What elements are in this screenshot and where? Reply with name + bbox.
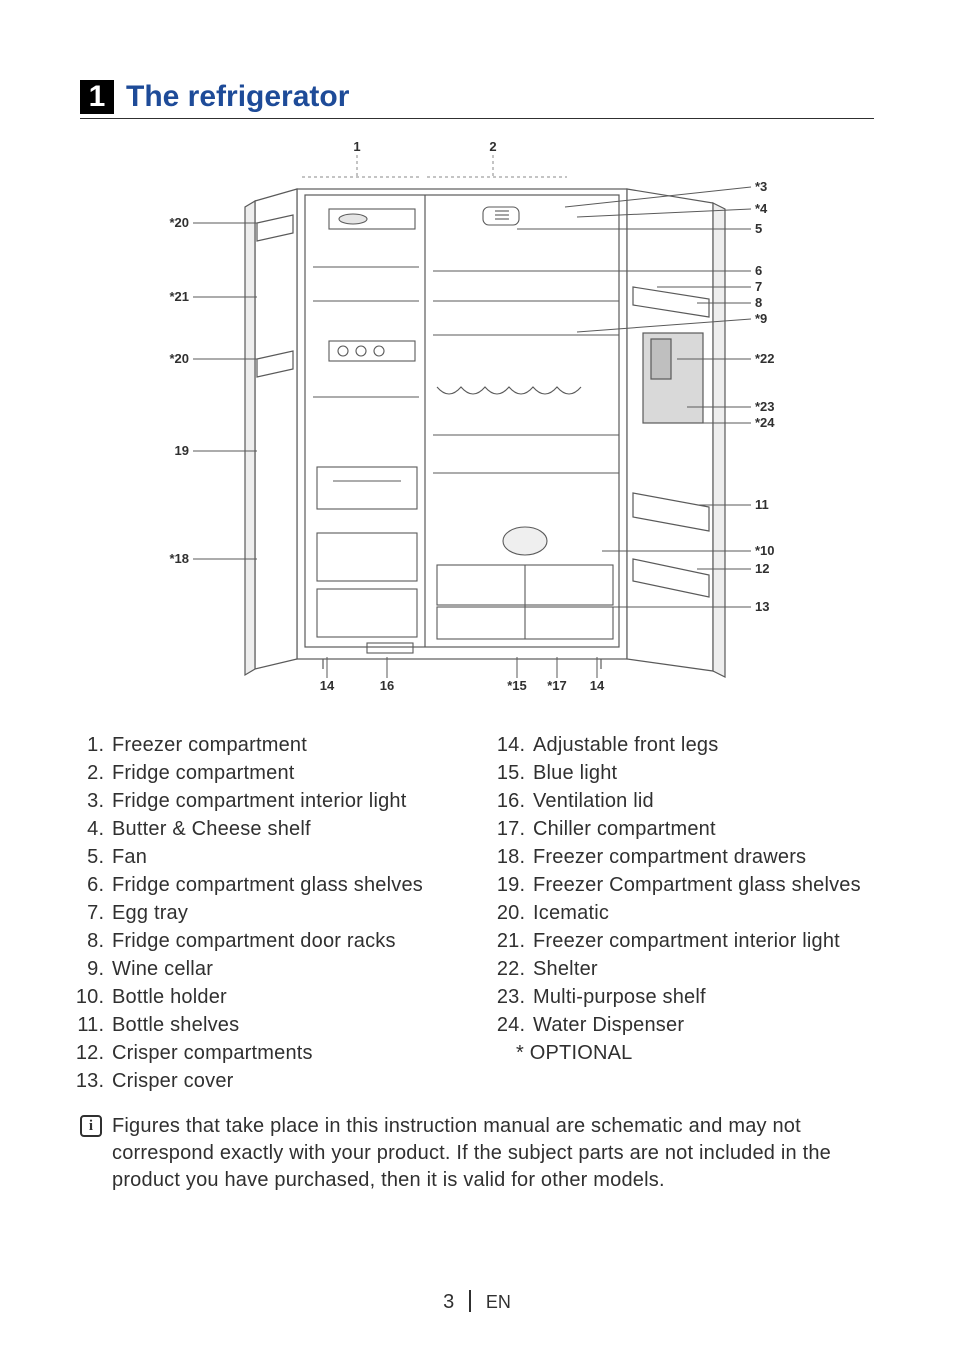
- svg-text:14: 14: [320, 678, 335, 693]
- svg-text:*20: *20: [169, 351, 189, 366]
- section-title: The refrigerator: [126, 80, 349, 114]
- parts-item: Fridge compartment interior light: [110, 787, 453, 815]
- svg-text:*10: *10: [755, 543, 775, 558]
- svg-text:*15: *15: [507, 678, 527, 693]
- svg-text:16: 16: [380, 678, 394, 693]
- footer-divider: [469, 1290, 471, 1312]
- diagram-svg: *20*21*2019*18*3*45678*9*22*23*2411*1012…: [157, 137, 797, 707]
- svg-text:*9: *9: [755, 311, 767, 326]
- parts-item: Bottle shelves: [110, 1011, 453, 1039]
- parts-item: Icematic: [531, 899, 874, 927]
- schematic-note: i Figures that take place in this instru…: [80, 1113, 874, 1194]
- parts-item: Crisper compartments: [110, 1039, 453, 1067]
- parts-item: Water Dispenser: [531, 1011, 874, 1039]
- svg-text:*3: *3: [755, 179, 767, 194]
- svg-text:*20: *20: [169, 215, 189, 230]
- svg-text:7: 7: [755, 279, 762, 294]
- info-icon: i: [80, 1115, 102, 1137]
- note-text: Figures that take place in this instruct…: [112, 1113, 874, 1194]
- svg-text:11: 11: [755, 497, 769, 512]
- parts-item: Egg tray: [110, 899, 453, 927]
- page-footer: 3 EN: [0, 1290, 954, 1314]
- svg-text:*21: *21: [169, 289, 189, 304]
- svg-text:19: 19: [175, 443, 189, 458]
- parts-item: Blue light: [531, 759, 874, 787]
- parts-lists: Freezer compartmentFridge compartmentFri…: [80, 731, 874, 1095]
- parts-item: Wine cellar: [110, 955, 453, 983]
- parts-list-right: Adjustable front legsBlue lightVentilati…: [501, 731, 874, 1039]
- parts-item: Freezer compartment: [110, 731, 453, 759]
- svg-text:*18: *18: [169, 551, 189, 566]
- parts-item: Chiller compartment: [531, 815, 874, 843]
- parts-item: Butter & Cheese shelf: [110, 815, 453, 843]
- svg-text:6: 6: [755, 263, 762, 278]
- svg-text:12: 12: [755, 561, 769, 576]
- parts-item: Ventilation lid: [531, 787, 874, 815]
- section-header: 1 The refrigerator: [80, 80, 874, 119]
- svg-text:8: 8: [755, 295, 762, 310]
- section-number: 1: [80, 80, 114, 114]
- parts-item: Multi-purpose shelf: [531, 983, 874, 1011]
- svg-text:2: 2: [489, 139, 496, 154]
- parts-item: Shelter: [531, 955, 874, 983]
- page-lang: EN: [486, 1292, 511, 1312]
- parts-item: Freezer compartment drawers: [531, 843, 874, 871]
- parts-item: Freezer compartment interior light: [531, 927, 874, 955]
- parts-item: Freezer Compartment glass shelves: [531, 871, 874, 899]
- svg-text:*22: *22: [755, 351, 775, 366]
- svg-text:*4: *4: [755, 201, 768, 216]
- svg-text:1: 1: [353, 139, 360, 154]
- svg-text:5: 5: [755, 221, 762, 236]
- parts-item: Fridge compartment glass shelves: [110, 871, 453, 899]
- svg-text:14: 14: [590, 678, 605, 693]
- refrigerator-diagram: *20*21*2019*18*3*45678*9*22*23*2411*1012…: [157, 137, 797, 707]
- svg-text:*23: *23: [755, 399, 775, 414]
- parts-item: Fridge compartment: [110, 759, 453, 787]
- optional-note: * OPTIONAL: [501, 1039, 874, 1067]
- parts-item: Crisper cover: [110, 1067, 453, 1095]
- svg-text:13: 13: [755, 599, 769, 614]
- parts-item: Bottle holder: [110, 983, 453, 1011]
- parts-list-left: Freezer compartmentFridge compartmentFri…: [80, 731, 453, 1095]
- svg-text:*24: *24: [755, 415, 775, 430]
- parts-item: Adjustable front legs: [531, 731, 874, 759]
- parts-item: Fridge compartment door racks: [110, 927, 453, 955]
- svg-text:*17: *17: [547, 678, 567, 693]
- page-number: 3: [443, 1291, 454, 1313]
- parts-item: Fan: [110, 843, 453, 871]
